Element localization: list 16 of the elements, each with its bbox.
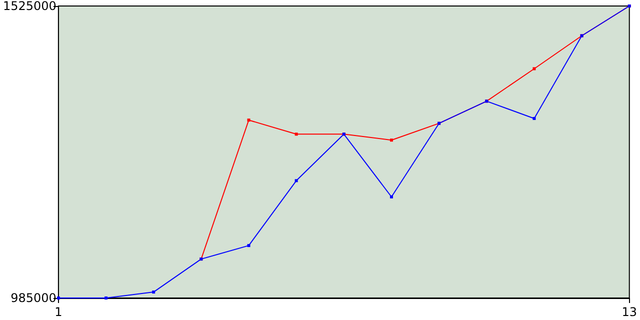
point (247, 244, 250, 248)
point (390, 138, 393, 142)
point (390, 195, 393, 198)
point (294, 132, 298, 136)
point (56, 296, 60, 300)
x-tick-label: 13 (622, 305, 638, 319)
point (532, 116, 536, 120)
y-tick-label: 985000 (10, 291, 56, 305)
point (294, 179, 298, 182)
point (247, 118, 250, 122)
x-tick-label: 1 (54, 305, 62, 319)
point (532, 67, 536, 70)
y-tick-label: 1525000 (2, 0, 56, 13)
point (104, 296, 108, 300)
point (152, 290, 156, 294)
line-series (56, 4, 631, 300)
